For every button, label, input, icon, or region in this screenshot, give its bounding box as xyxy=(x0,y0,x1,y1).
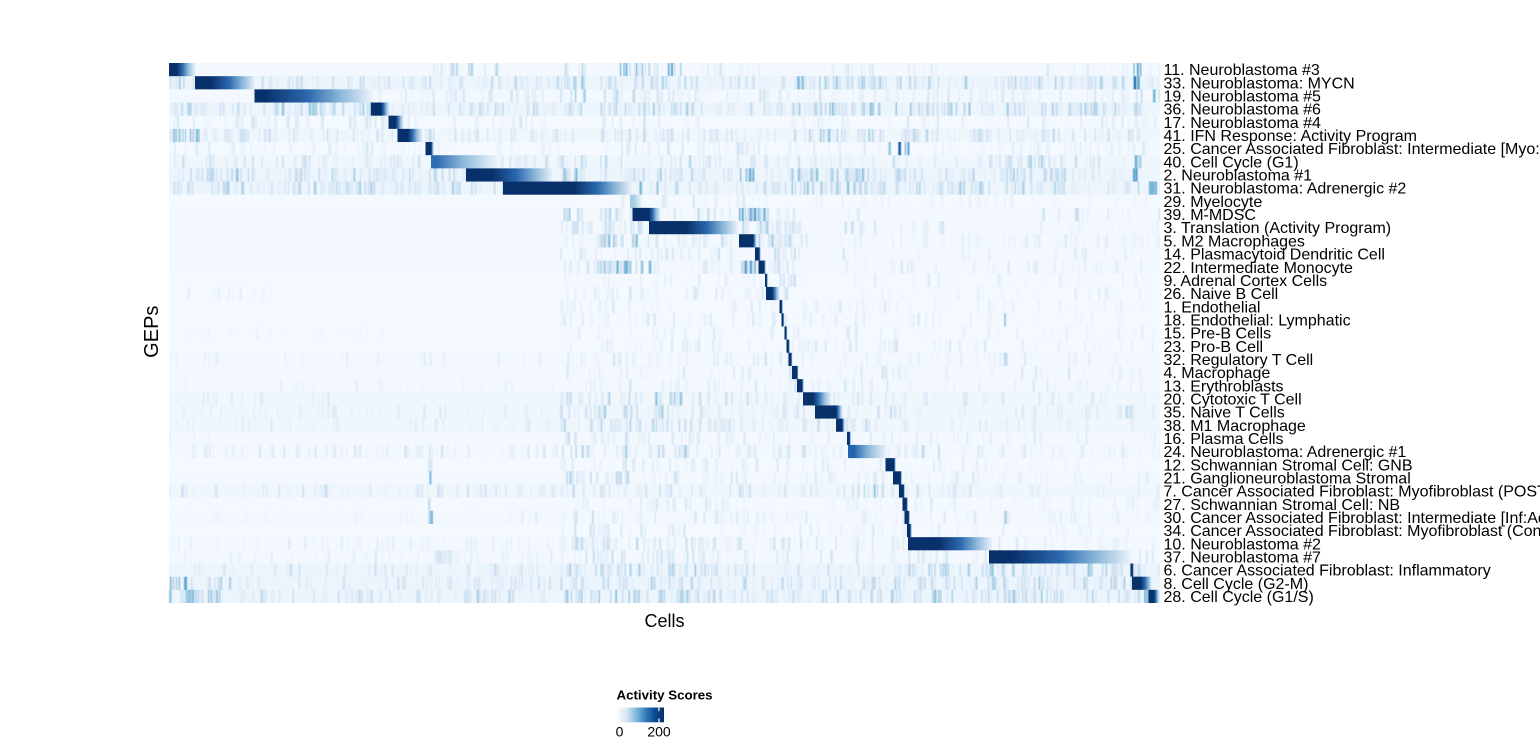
svg-text:1. Endothelial: 1. Endothelial xyxy=(1164,299,1261,316)
svg-text:4. Macrophage: 4. Macrophage xyxy=(1164,365,1271,382)
svg-text:7. Cancer Associated Fibroblas: 7. Cancer Associated Fibroblast: Myofibr… xyxy=(1164,484,1540,501)
svg-text:41. IFN Response: Activity Pro: 41. IFN Response: Activity Program xyxy=(1164,128,1417,145)
svg-text:14. Plasmacytoid Dendritic Cel: 14. Plasmacytoid Dendritic Cell xyxy=(1164,247,1385,264)
svg-text:13. Erythroblasts: 13. Erythroblasts xyxy=(1164,378,1284,395)
svg-text:20. Cytotoxic T Cell: 20. Cytotoxic T Cell xyxy=(1164,391,1302,408)
svg-text:25. Cancer Associated Fibrobla: 25. Cancer Associated Fibroblast: Interm… xyxy=(1164,141,1540,158)
svg-text:39. M-MDSC: 39. M-MDSC xyxy=(1164,207,1256,224)
svg-text:16. Plasma Cells: 16. Plasma Cells xyxy=(1164,431,1284,448)
svg-text:23. Pro-B Cell: 23. Pro-B Cell xyxy=(1164,339,1264,356)
svg-text:29. Myelocyte: 29. Myelocyte xyxy=(1164,194,1263,211)
svg-text:38. M1 Macrophage: 38. M1 Macrophage xyxy=(1164,418,1306,435)
svg-text:24. Neuroblastoma: Adrenergic: 24. Neuroblastoma: Adrenergic #1 xyxy=(1164,444,1407,461)
svg-text:22. Intermediate Monocyte: 22. Intermediate Monocyte xyxy=(1164,260,1354,277)
svg-text:3. Translation (Activity Progr: 3. Translation (Activity Program) xyxy=(1164,220,1392,237)
svg-text:9. Adrenal Cortex Cells: 9. Adrenal Cortex Cells xyxy=(1164,273,1328,290)
svg-text:17. Neuroblastoma #4: 17. Neuroblastoma #4 xyxy=(1164,115,1322,132)
svg-text:32. Regulatory T Cell: 32. Regulatory T Cell xyxy=(1164,352,1314,369)
svg-text:33. Neuroblastoma: MYCN: 33. Neuroblastoma: MYCN xyxy=(1164,75,1355,92)
svg-text:200: 200 xyxy=(647,723,671,739)
svg-text:31. Neuroblastoma: Adrenergic: 31. Neuroblastoma: Adrenergic #2 xyxy=(1164,181,1407,198)
svg-text:35. Naive T Cells: 35. Naive T Cells xyxy=(1164,405,1285,422)
svg-text:27. Schwannian Stromal Cell: N: 27. Schwannian Stromal Cell: NB xyxy=(1164,497,1401,514)
svg-text:36. Neuroblastoma #6: 36. Neuroblastoma #6 xyxy=(1164,102,1322,119)
svg-text:12. Schwannian Stromal Cell: G: 12. Schwannian Stromal Cell: GNB xyxy=(1164,457,1413,474)
svg-text:2. Neuroblastoma #1: 2. Neuroblastoma #1 xyxy=(1164,168,1313,185)
svg-text:GEPs: GEPs xyxy=(141,306,163,358)
svg-text:5. M2 Macrophages: 5. M2 Macrophages xyxy=(1164,233,1305,250)
svg-text:Activity Scores: Activity Scores xyxy=(617,688,713,703)
svg-text:21. Ganglioneuroblastoma Strom: 21. Ganglioneuroblastoma Stromal xyxy=(1164,470,1411,487)
svg-text:6. Cancer Associated Fibroblas: 6. Cancer Associated Fibroblast: Inflamm… xyxy=(1164,563,1491,580)
svg-text:10. Neuroblastoma #2: 10. Neuroblastoma #2 xyxy=(1164,536,1322,553)
svg-text:30. Cancer Associated Fibrobla: 30. Cancer Associated Fibroblast: Interm… xyxy=(1164,510,1540,527)
svg-text:28. Cell Cycle (G1/S): 28. Cell Cycle (G1/S) xyxy=(1164,589,1314,606)
svg-text:Cells: Cells xyxy=(644,611,684,631)
svg-text:15. Pre-B Cells: 15. Pre-B Cells xyxy=(1164,326,1272,343)
svg-text:18. Endothelial: Lymphatic: 18. Endothelial: Lymphatic xyxy=(1164,312,1351,329)
svg-text:34. Cancer Associated Fibrobla: 34. Cancer Associated Fibroblast: Myofib… xyxy=(1164,523,1540,540)
svg-text:26. Naive B Cell: 26. Naive B Cell xyxy=(1164,286,1279,303)
svg-text:19. Neuroblastoma #5: 19. Neuroblastoma #5 xyxy=(1164,89,1322,106)
svg-text:11. Neuroblastoma #3: 11. Neuroblastoma #3 xyxy=(1164,62,1320,79)
svg-text:37. Neuroblastoma #7: 37. Neuroblastoma #7 xyxy=(1164,550,1322,567)
svg-text:40. Cell Cycle (G1): 40. Cell Cycle (G1) xyxy=(1164,154,1299,171)
svg-text:0: 0 xyxy=(616,723,624,739)
svg-text:8. Cell Cycle (G2-M): 8. Cell Cycle (G2-M) xyxy=(1164,576,1309,593)
